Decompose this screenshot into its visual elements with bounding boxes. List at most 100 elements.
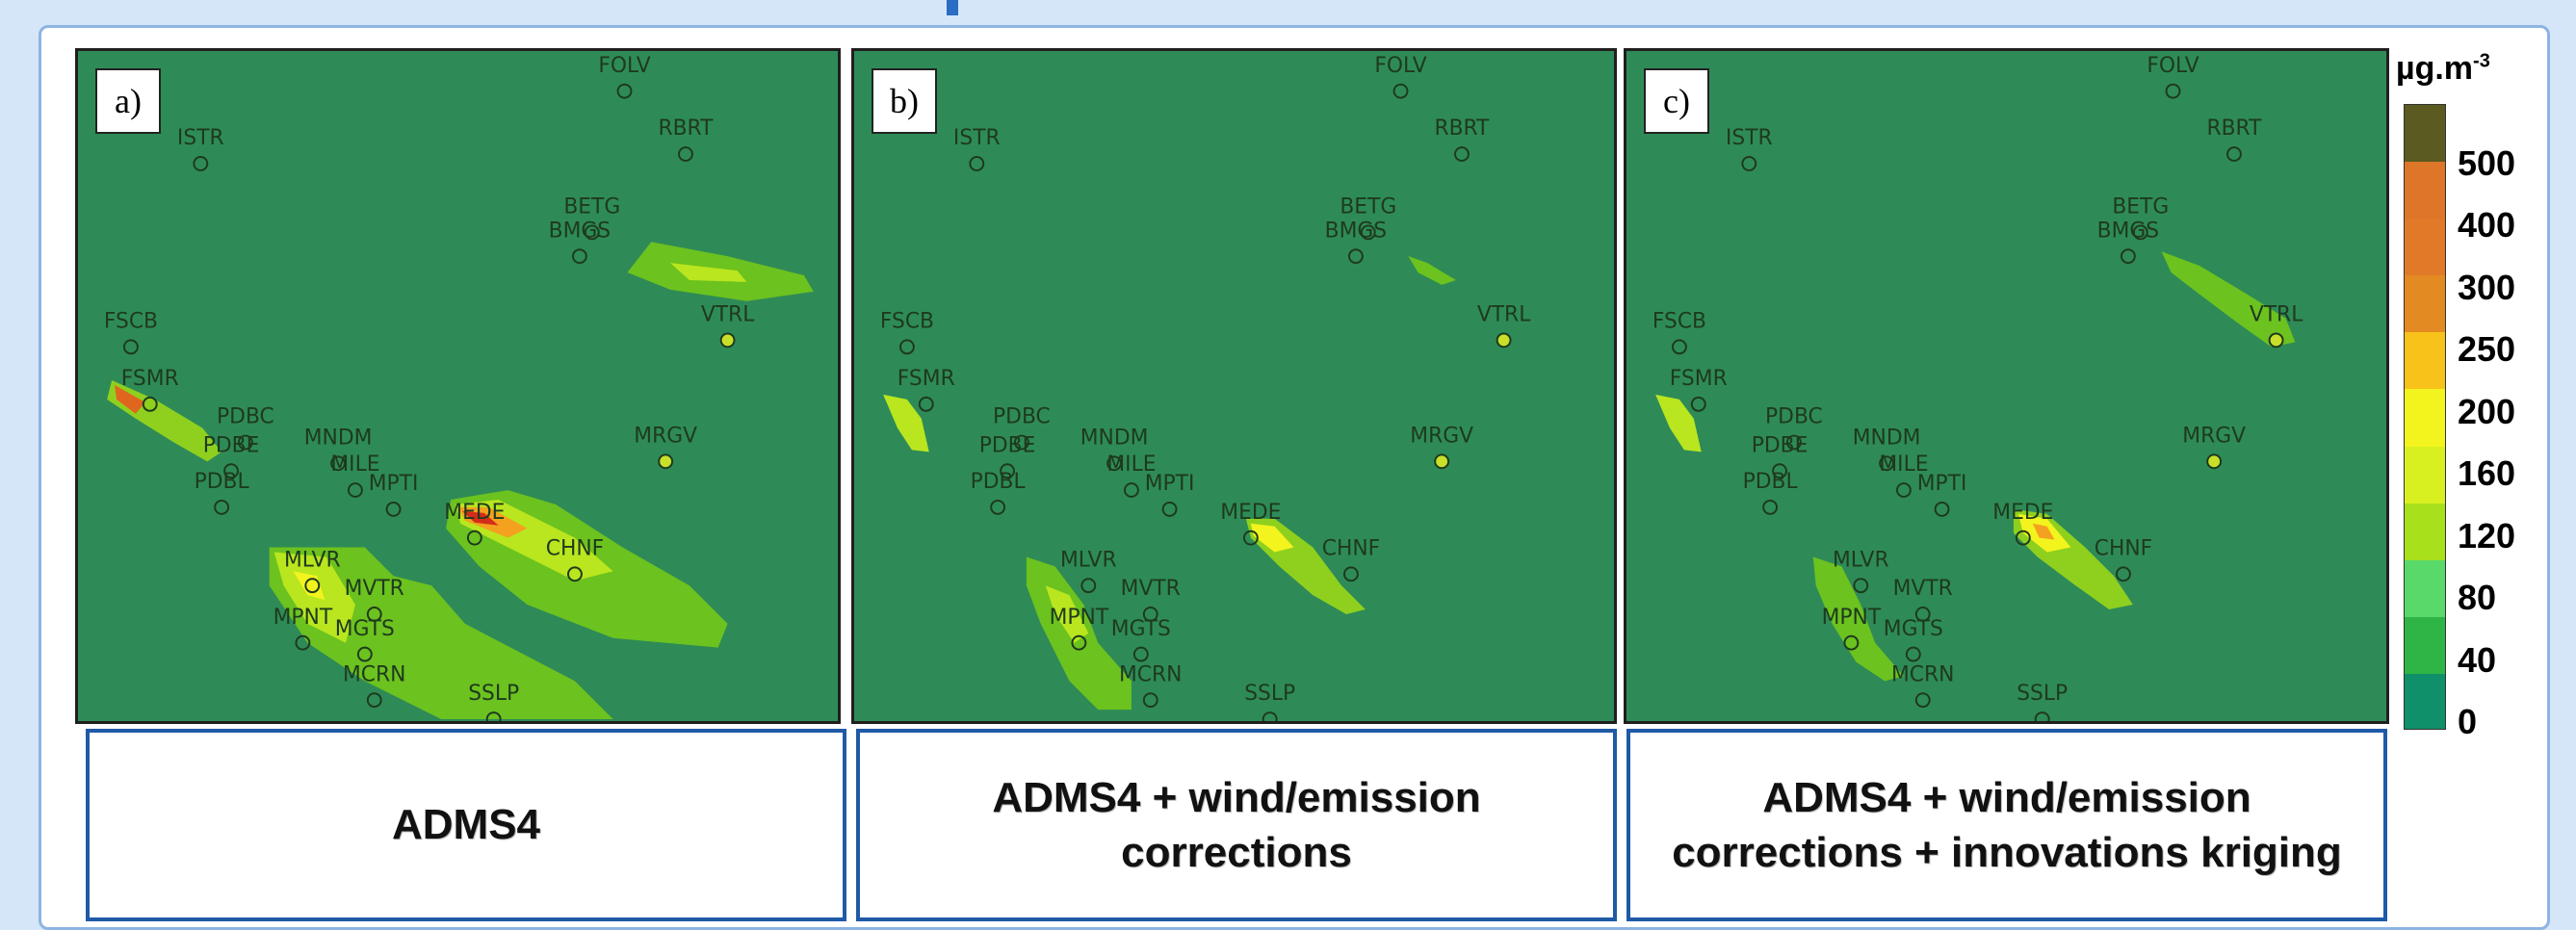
station-label: BMGS <box>2097 219 2160 243</box>
station-mndm: MNDM <box>304 426 373 472</box>
station-label: MGTS <box>335 617 395 641</box>
station-marker <box>1132 646 1149 662</box>
station-label: FSMR <box>1670 367 1728 391</box>
station-pdbe: PDBE <box>203 433 259 479</box>
caption-a: ADMS4 <box>86 729 846 921</box>
panel-label-b: b) <box>872 68 937 134</box>
station-marker <box>1879 455 1895 472</box>
station-mede: MEDE <box>1992 501 2053 546</box>
plume-area <box>883 394 929 452</box>
station-marker <box>1772 463 1787 479</box>
station-marker <box>1080 578 1097 594</box>
station-marker <box>356 646 373 662</box>
station-label: MEDE <box>1992 501 2053 525</box>
station-pdbe: PDBE <box>1752 433 1808 479</box>
station-mgts: MGTS <box>335 617 395 662</box>
station-marker <box>1142 692 1158 709</box>
station-istr: ISTR <box>177 126 224 171</box>
station-marker <box>1843 634 1860 651</box>
station-marker <box>567 566 583 582</box>
station-marker <box>1434 453 1450 470</box>
legend-swatch <box>2405 332 2445 390</box>
plume-area <box>1045 585 1089 643</box>
station-mpnt: MPNT <box>1050 606 1109 651</box>
station-marker <box>2165 83 2181 99</box>
station-label: MCRN <box>1119 662 1182 686</box>
station-marker <box>330 455 347 472</box>
station-label: PDBC <box>217 405 274 429</box>
station-label: MPTI <box>1917 472 1967 496</box>
plume-area <box>2032 523 2055 540</box>
station-folv: FOLV <box>598 54 651 99</box>
station-label: BETG <box>2112 195 2169 220</box>
station-marker <box>616 83 633 99</box>
station-mpnt: MPNT <box>1822 606 1882 651</box>
caption-b: ADMS4 + wind/emission corrections <box>856 729 1617 921</box>
station-mcrn: MCRN <box>1891 662 1954 709</box>
station-label: MNDM <box>304 426 373 450</box>
station-label: FSMR <box>898 367 955 391</box>
station-marker <box>2034 711 2050 721</box>
station-label: VTRL <box>1477 303 1531 327</box>
legend-tick-label: 160 <box>2458 453 2516 494</box>
station-label: RBRT <box>2206 116 2262 141</box>
legend-swatch <box>2405 389 2445 447</box>
legend-tick-label: 200 <box>2458 391 2516 431</box>
station-marker <box>678 146 693 163</box>
station-mvtr: MVTR <box>1893 577 1953 622</box>
station-label: CHNF <box>1322 536 1380 560</box>
legend-swatch <box>2405 162 2445 220</box>
map-panel-a: FOLV RBRT ISTR BETG BMGS VTRL FSCB FSMR PDBC PDBE… <box>75 48 841 724</box>
station-marker <box>1741 156 1757 171</box>
station-mvtr: MVTR <box>345 577 404 622</box>
station-label: MNDM <box>1080 426 1149 450</box>
station-istr: ISTR <box>953 126 1001 171</box>
station-label: MCRN <box>343 662 405 686</box>
station-pdbl: PDBL <box>1743 470 1798 515</box>
station-marker <box>1496 332 1512 349</box>
station-mrgv: MRGV <box>1410 424 1473 470</box>
legend-swatch <box>2405 219 2445 276</box>
station-istr: ISTR <box>1726 126 1773 171</box>
station-pdbc: PDBC <box>217 405 274 451</box>
station-marker <box>2226 146 2242 163</box>
station-marker <box>2132 224 2148 241</box>
station-bmgs: BMGS <box>2097 219 2160 265</box>
station-marker <box>1690 396 1706 412</box>
station-label: BMGS <box>1325 219 1388 243</box>
station-marker <box>366 607 382 622</box>
station-marker <box>466 530 482 546</box>
station-bmgs: BMGS <box>549 219 611 265</box>
station-pdbl: PDBL <box>195 470 249 515</box>
station-marker <box>347 482 363 498</box>
station-label: MPTI <box>1145 472 1195 496</box>
station-label: MLVR <box>1833 548 1889 572</box>
plume-area <box>670 263 747 282</box>
station-label: FSMR <box>121 367 179 391</box>
station-marker <box>2120 248 2136 265</box>
station-marker <box>1454 146 1470 163</box>
station-label: MEDE <box>444 501 505 525</box>
station-marker <box>1242 530 1259 546</box>
station-label: BMGS <box>549 219 611 243</box>
panel-label-c: c) <box>1644 68 1709 134</box>
station-marker <box>898 339 915 355</box>
station-mede: MEDE <box>1220 501 1281 546</box>
plume-area <box>1408 256 1457 285</box>
legend-swatch <box>2405 616 2445 674</box>
station-marker <box>571 248 587 265</box>
panel-label-a: a) <box>95 68 161 134</box>
station-marker <box>719 332 736 349</box>
station-fscb: FSCB <box>1652 310 1706 355</box>
station-label: CHNF <box>546 536 604 560</box>
station-marker <box>2116 566 2131 582</box>
station-marker <box>1106 455 1123 472</box>
plume-area <box>269 547 613 720</box>
station-label: RBRT <box>1434 116 1490 141</box>
legend-tick-label: 400 <box>2458 205 2516 245</box>
station-mlvr: MLVR <box>1833 548 1889 594</box>
station-label: FSCB <box>104 310 158 334</box>
station-pdbc: PDBC <box>1765 405 1823 451</box>
station-label: MLVR <box>1060 548 1117 572</box>
